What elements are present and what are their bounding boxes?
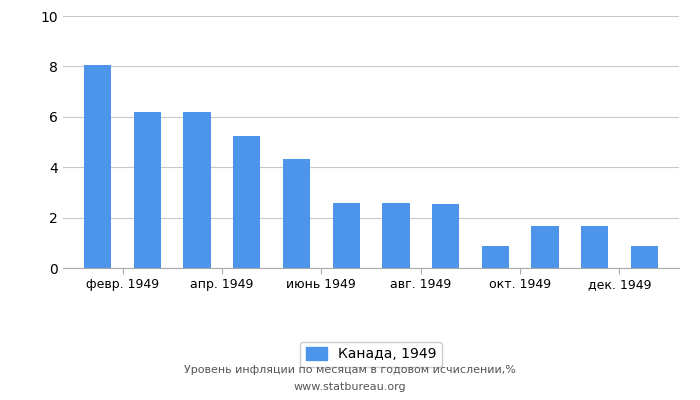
- Text: Уровень инфляции по месяцам в годовом исчислении,%: Уровень инфляции по месяцам в годовом ис…: [184, 365, 516, 375]
- Bar: [134, 112, 161, 268]
- Bar: [432, 204, 459, 268]
- Bar: [531, 226, 559, 268]
- Bar: [183, 112, 211, 268]
- Bar: [581, 226, 608, 268]
- Bar: [631, 246, 658, 268]
- Legend: Канада, 1949: Канада, 1949: [300, 342, 442, 367]
- Bar: [233, 136, 260, 268]
- Bar: [482, 246, 509, 268]
- Bar: [332, 203, 360, 268]
- Bar: [84, 65, 111, 268]
- Bar: [382, 203, 410, 268]
- Bar: [283, 159, 310, 268]
- Text: www.statbureau.org: www.statbureau.org: [294, 382, 406, 392]
